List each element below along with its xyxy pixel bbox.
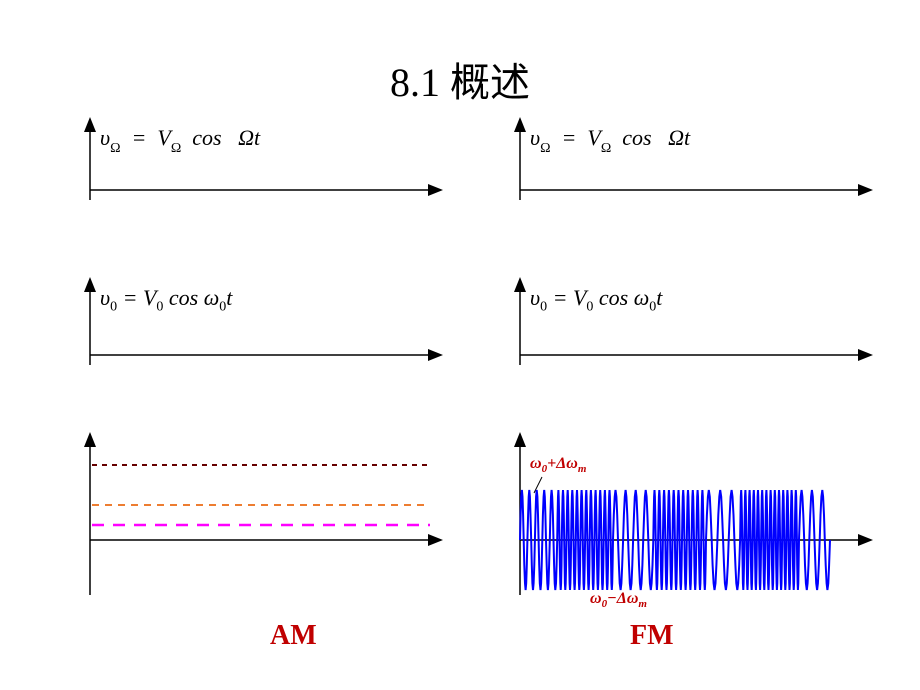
am-panel: υΩ = VΩ cos Ωt υ0 = V0 cos ω0t AM (70, 115, 470, 655)
am-axes (70, 115, 470, 655)
fm-label: FM (630, 620, 674, 652)
page-title: 8.1 概述 (0, 50, 920, 108)
fm-axes (490, 115, 890, 655)
freq-low-label: ω0−Δωm (590, 590, 647, 610)
fm-wave (520, 490, 830, 590)
fm-panel: υΩ = VΩ cos Ωt υ0 = V0 cos ω0t ω0+Δωm ω0… (490, 115, 890, 655)
am-label: AM (270, 620, 317, 652)
freq-high-label: ω0+Δωm (530, 455, 586, 475)
